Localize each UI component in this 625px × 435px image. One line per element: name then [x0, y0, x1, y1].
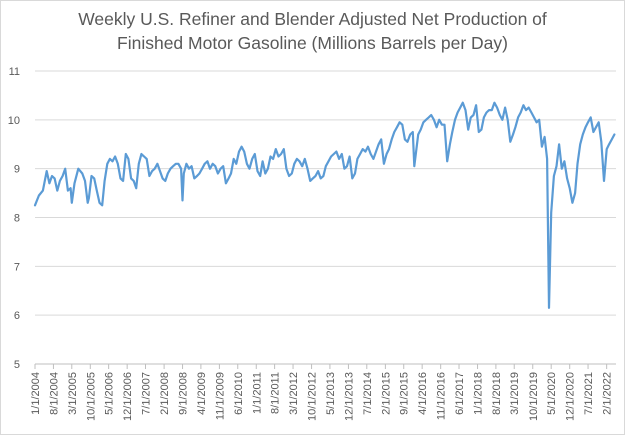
- y-tick-label: 6: [14, 310, 20, 322]
- x-tick-label: 1/1/2004: [30, 372, 42, 415]
- plot-series: [33, 101, 616, 309]
- x-tick-label: 12/1/2006: [122, 372, 134, 421]
- x-tick-label: 9/1/2008: [178, 372, 190, 415]
- x-tick-label: 6/1/2010: [233, 372, 245, 415]
- x-tick-label: 7/1/2021: [583, 372, 595, 415]
- y-tick-label: 7: [14, 261, 20, 273]
- y-axis-tick-labels: 5 6 7 8 9 10 11: [8, 66, 20, 371]
- x-tick-label: 8/1/2004: [48, 372, 60, 415]
- y-tick-label: 9: [14, 164, 20, 176]
- x-tick-label: 3/1/2005: [67, 372, 79, 415]
- chart-title-line-1: Weekly U.S. Refiner and Blender Adjusted…: [78, 9, 547, 29]
- x-tick-label: 2/1/2022: [602, 372, 614, 415]
- x-tick-label: 3/1/2012: [288, 372, 300, 415]
- x-tick-label: 1/1/2011: [251, 372, 263, 414]
- x-tick-label: 5/1/2006: [104, 372, 116, 415]
- x-tick-label: 8/1/2011: [270, 372, 282, 414]
- x-tick-label: 1/1/2018: [473, 372, 485, 415]
- chart-title-line-2: Finished Motor Gasoline (Millions Barrel…: [117, 33, 508, 53]
- x-tick-label: 2/1/2008: [159, 372, 171, 415]
- x-tick-label: 4/1/2016: [417, 372, 429, 415]
- x-tick-label: 10/1/2005: [85, 372, 97, 421]
- x-tick-label: 2/1/2015: [380, 372, 392, 415]
- x-axis: [34, 363, 616, 369]
- x-tick-label: 7/1/2007: [141, 372, 153, 415]
- x-tick-label: 5/1/2013: [325, 372, 337, 415]
- x-axis-tick-labels: 1/1/2004 8/1/2004 3/1/2005 10/1/2005 5/1/200…: [30, 372, 614, 421]
- x-tick-label: 9/1/2015: [399, 372, 411, 415]
- chart-title: Weekly U.S. Refiner and Blender Adjusted…: [0, 7, 625, 55]
- x-tick-label: 4/1/2009: [196, 372, 208, 415]
- x-tick-label: 7/1/2014: [362, 372, 374, 415]
- y-tick-label: 5: [14, 359, 20, 371]
- y-tick-label: 10: [8, 115, 20, 127]
- y-tick-label: 11: [9, 66, 20, 78]
- x-tick-label: 11/1/2016: [436, 372, 448, 420]
- series-line: [33, 101, 616, 309]
- x-tick-label: 6/1/2017: [454, 372, 466, 415]
- x-tick-label: 8/1/2018: [491, 372, 503, 415]
- x-tick-label: 11/1/2009: [214, 372, 226, 420]
- y-tick-label: 8: [14, 213, 20, 225]
- x-tick-label: 12/1/2013: [343, 372, 355, 421]
- x-tick-label: 3/1/2019: [509, 372, 521, 415]
- x-tick-label: 12/1/2020: [565, 372, 577, 421]
- x-tick-label: 10/1/2019: [528, 372, 540, 421]
- x-tick-label: 5/1/2020: [546, 372, 558, 415]
- x-tick-label: 10/1/2012: [307, 372, 319, 421]
